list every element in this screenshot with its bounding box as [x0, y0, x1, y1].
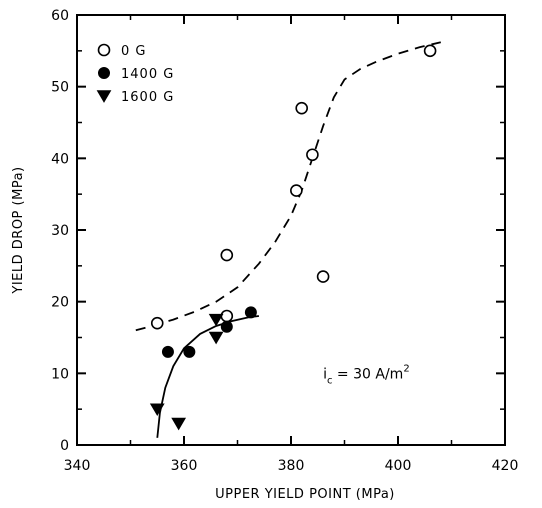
dashed-fit-curve [135, 41, 442, 332]
data-point-series-3 [208, 313, 224, 327]
y-tick-label: 0 [60, 438, 69, 454]
data-point-series-2 [244, 306, 257, 319]
x-tick-label: 400 [385, 458, 412, 474]
legend-label-3: 1600 G [121, 90, 174, 105]
data-point-series-1 [220, 309, 234, 323]
current-density-annotation: ic = 30 A/m2 [323, 364, 410, 387]
data-point-series-1 [220, 248, 234, 262]
x-tick-label: 340 [64, 458, 91, 474]
legend-marker-1 [97, 43, 111, 57]
data-point-series-3 [171, 417, 187, 431]
y-tick-label: 20 [51, 295, 69, 311]
data-point-series-1 [316, 270, 330, 283]
legend: 0 G 1400 G 1600 G [96, 43, 174, 105]
x-tick-label: 380 [278, 458, 305, 474]
x-axis-label: UPPER YIELD POINT (MPa) [215, 487, 395, 502]
x-tick-label: 420 [492, 458, 519, 474]
x-tick-label: 360 [171, 458, 198, 474]
legend-label-2: 1400 G [121, 67, 174, 82]
data-point-series-3 [149, 403, 165, 417]
data-point-series-1 [150, 316, 164, 330]
y-tick-label: 30 [51, 223, 69, 239]
data-point-series-1 [290, 184, 303, 197]
data-point-series-2 [161, 345, 174, 358]
data-point-series-1 [295, 101, 309, 115]
y-axis-label: YIELD DROP (MPa) [11, 166, 26, 294]
y-tick-label: 10 [51, 366, 69, 382]
data-point-series-2 [220, 320, 233, 333]
legend-marker-3 [96, 90, 112, 103]
y-tick-label: 40 [51, 151, 69, 167]
data-point-series-3 [208, 331, 224, 345]
legend-label-1: 0 G [121, 44, 146, 59]
y-tick-label: 60 [51, 8, 69, 24]
data-point-series-2 [183, 345, 196, 358]
legend-marker-2 [98, 67, 110, 79]
solid-fit-curve [156, 315, 260, 438]
data-points [149, 44, 437, 431]
axes: 340 360 380 400 420 0 10 20 30 40 50 60 [51, 8, 518, 474]
data-point-series-1 [306, 148, 319, 162]
data-point-series-1 [423, 44, 437, 58]
y-tick-label: 50 [51, 80, 69, 96]
